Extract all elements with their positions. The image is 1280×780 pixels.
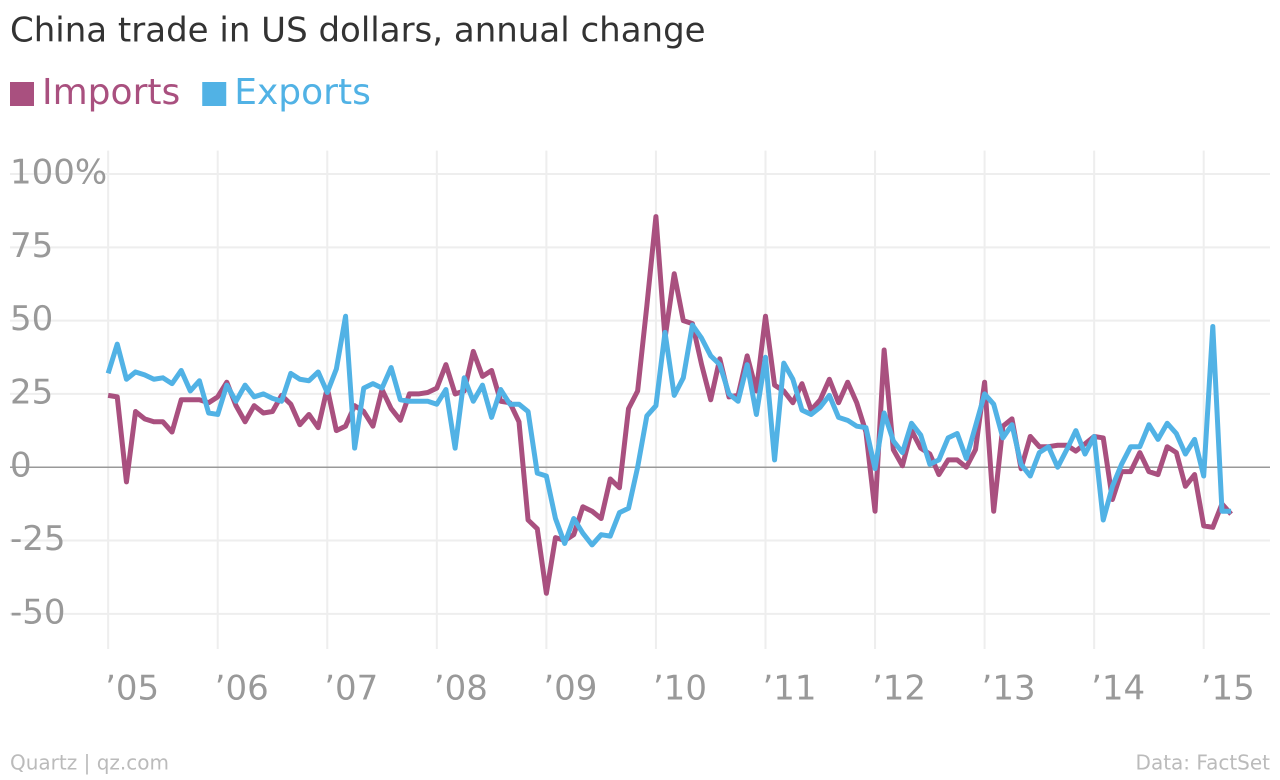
y-tick-label: 0 [10,446,32,486]
legend-swatch [202,82,227,106]
x-tick-label: ’08 [434,669,488,709]
legend-label: Imports [42,72,180,113]
x-tick-label: ’09 [543,669,597,709]
y-tick-label: 50 [10,299,53,339]
y-tick-label: 75 [10,226,53,266]
chart-title: China trade in US dollars, annual change [10,11,706,51]
x-tick-label: ’14 [1091,669,1145,709]
series-line [105,313,1232,548]
x-tick-label: ’07 [324,669,378,709]
x-tick-label: ’06 [215,669,269,709]
y-tick-label: 25 [10,372,53,412]
series-line [107,214,1233,596]
legend-swatch [10,82,34,106]
y-tick-label: -50 [10,592,66,632]
x-tick-label: ’10 [653,669,707,709]
credit: Quartz | qz.com [10,751,169,775]
source: Data: FactSet [1136,751,1271,775]
x-tick-label: ’12 [872,669,926,709]
y-tick-label: -25 [10,519,66,559]
x-tick-label: ’15 [1201,669,1255,709]
x-tick-label: ’05 [105,669,159,709]
legend-label: Exports [234,72,371,113]
x-tick-label: ’13 [982,669,1036,709]
y-tick-label: 100% [10,153,107,193]
x-tick-label: ’11 [762,669,816,709]
